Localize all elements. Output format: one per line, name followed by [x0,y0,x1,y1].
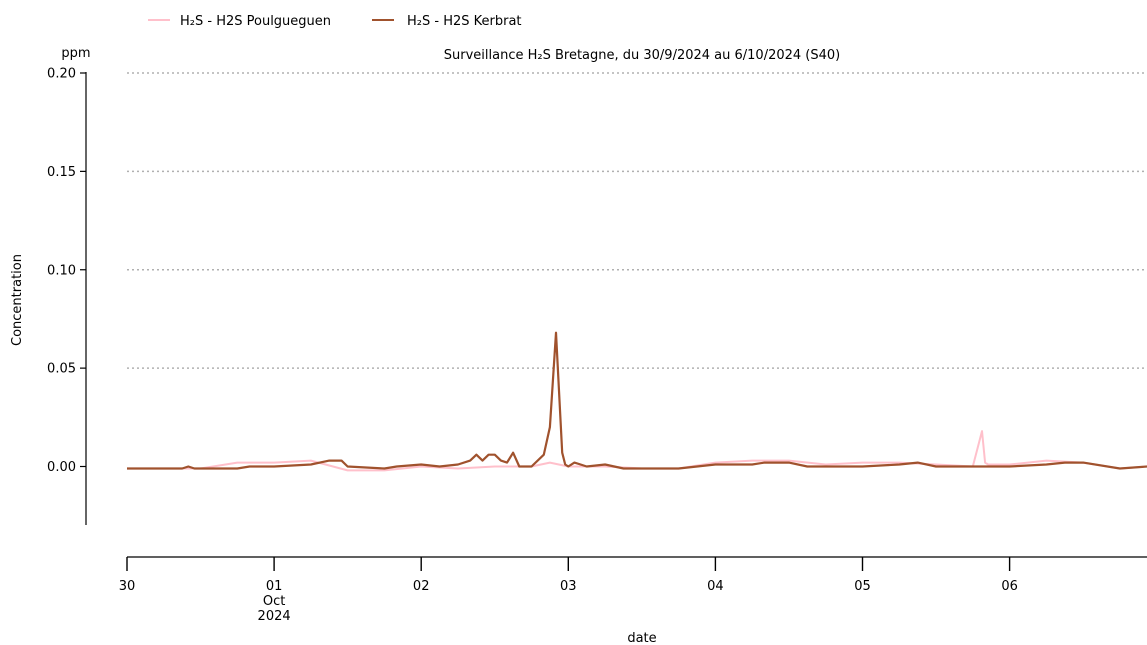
y-tick-label: 0.00 [47,460,76,475]
y-axis-label: Concentration [10,254,25,346]
x-tick-label: 06 [1001,579,1018,594]
x-tick-sublabel: Oct [263,594,285,609]
legend-label-kerbrat: H₂S - H2S Kerbrat [407,14,522,29]
legend: H₂S - H2S Poulgueguen H₂S - H2S Kerbrat [148,14,522,29]
x-tick-label: 03 [560,579,577,594]
y-tick-label: 0.20 [47,67,76,82]
y-tick-label: 0.15 [47,165,76,180]
y-tick-label: 0.10 [47,263,76,278]
x-tick-sublabel: 2024 [258,609,291,624]
y-axis: 0.00 0.05 0.10 0.15 0.20 [47,67,87,525]
x-tick-label: 30 [119,579,136,594]
x-tick-label: 04 [707,579,724,594]
y-tick-label: 0.05 [47,362,76,377]
gridlines [127,72,1147,369]
legend-label-poulgueguen: H₂S - H2S Poulgueguen [180,14,331,29]
x-tick-label: 05 [854,579,871,594]
series-line-kerbrat [127,331,1147,470]
y-unit-label: ppm [61,46,90,61]
x-tick-label: 02 [413,579,430,594]
series-line-poulgueguen [127,430,1147,472]
chart-title: Surveillance H₂S Bretagne, du 30/9/2024 … [444,48,841,63]
x-axis-label: date [627,631,656,645]
x-tick-label: 01 [266,579,283,594]
series-lines [127,331,1147,472]
